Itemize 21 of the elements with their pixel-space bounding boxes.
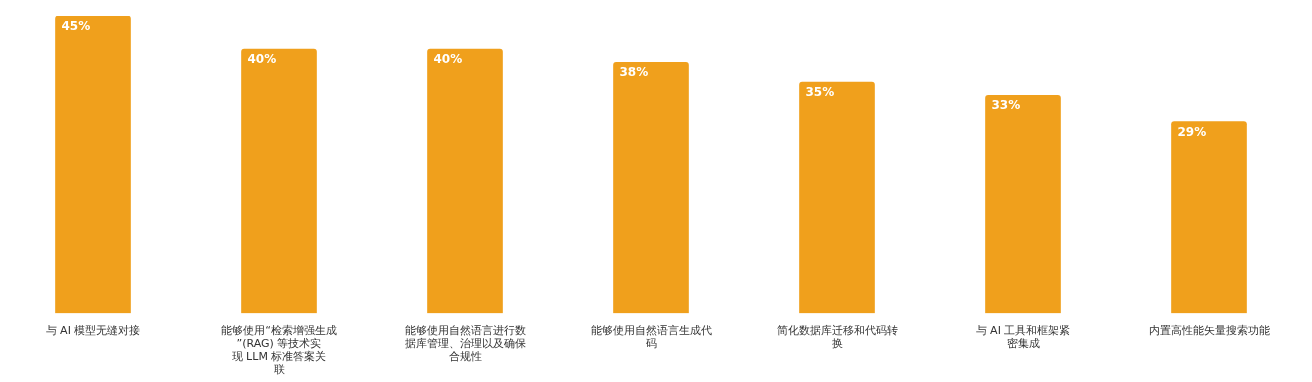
x-tick-label: 能够使用自然语言进行数据库管理、治理以及确保合规性 bbox=[404, 323, 526, 364]
x-tick-label: 内置高性能矢量搜索功能 bbox=[1148, 323, 1270, 337]
data-label: 29% bbox=[1177, 124, 1207, 139]
x-tick-label: 与 AI 模型无缝对接 bbox=[45, 323, 141, 337]
bar bbox=[241, 48, 317, 314]
data-label: 40% bbox=[247, 52, 277, 67]
bar bbox=[1171, 121, 1247, 314]
data-label: 35% bbox=[805, 85, 835, 100]
data-label: 40% bbox=[433, 52, 463, 67]
bar bbox=[427, 48, 503, 314]
x-tick-label: 简化数据库迁移和代码转换 bbox=[776, 323, 898, 350]
x-tick-label: 与 AI 工具和框架紧密集成 bbox=[975, 323, 1071, 350]
bar bbox=[985, 94, 1061, 314]
bar bbox=[55, 16, 131, 314]
bar bbox=[613, 61, 689, 314]
bar bbox=[799, 81, 875, 314]
x-tick-label: 能够使用“检索增强生成”(RAG) 等技术实现 LLM 标准答案关联 bbox=[221, 323, 337, 377]
data-label: 33% bbox=[991, 98, 1021, 113]
data-label: 45% bbox=[61, 19, 91, 34]
x-tick-label: 能够使用自然语言生成代码 bbox=[590, 323, 712, 350]
data-label: 38% bbox=[619, 65, 649, 80]
